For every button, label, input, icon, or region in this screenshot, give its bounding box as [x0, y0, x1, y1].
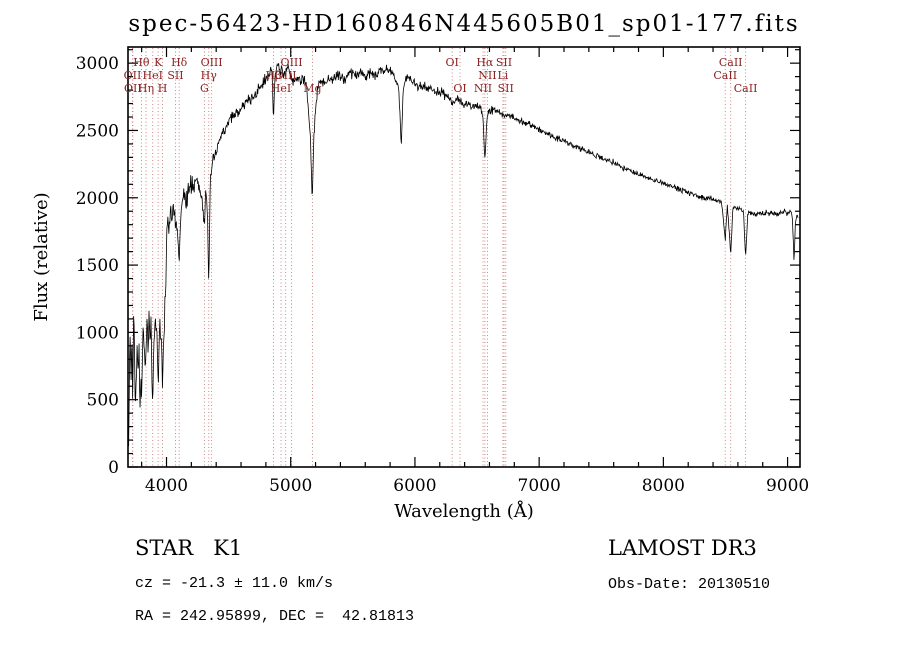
- marker-label-Li: Li: [497, 69, 508, 82]
- marker-label-NII: NII: [474, 82, 492, 95]
- marker-label-G: G: [200, 82, 209, 95]
- marker-label-Hδ: Hδ: [171, 56, 188, 69]
- marker-label-NII: NII: [478, 69, 496, 82]
- marker-label-OIII: OIII: [275, 69, 297, 82]
- marker-label-OIII: OIII: [201, 56, 223, 69]
- spectral-line-labels: OIIOIIHθHηHeIKHSIIHδGHγOIIIHβHeIOIIIOIII…: [124, 56, 758, 95]
- spectral-line-markers: [132, 48, 747, 466]
- marker-label-OI: OI: [453, 82, 466, 95]
- cz-value: cz = -21.3 ± 11.0 km/s: [135, 575, 334, 592]
- y-axis-label: Flux (relative): [31, 192, 52, 321]
- plot-title: spec-56423-HD160846N445605B01_sp01-177.f…: [128, 11, 799, 37]
- marker-label-OIII: OIII: [281, 56, 303, 69]
- spectrum-trace: [128, 62, 799, 447]
- marker-label-HeI: HeI: [271, 82, 291, 95]
- marker-label-H: H: [158, 82, 168, 95]
- x-tick-label: 9000: [766, 476, 809, 496]
- marker-label-SII: SII: [167, 69, 183, 82]
- y-tick-label: 500: [87, 391, 119, 411]
- axis-tick-labels: 4000 5000 6000 7000 8000 9000 0 500 1000 1500 2000…: [76, 54, 809, 496]
- y-tick-label: 0: [108, 458, 119, 478]
- x-tick-label: 6000: [393, 476, 436, 496]
- marker-label-Hθ: Hθ: [133, 56, 150, 69]
- marker-label-SII: SII: [496, 56, 512, 69]
- spectrum-line: [128, 62, 799, 447]
- marker-label-HeI: HeI: [142, 69, 162, 82]
- x-tick-label: 5000: [269, 476, 312, 496]
- marker-label-Hα: Hα: [476, 56, 494, 69]
- y-tick-label: 1000: [76, 323, 119, 343]
- marker-label-Hη: Hη: [138, 82, 154, 95]
- y-tick-label: 2500: [76, 121, 119, 141]
- marker-label-CaII: CaII: [734, 82, 758, 95]
- axis-ticks: [128, 47, 800, 468]
- x-tick-label: 7000: [518, 476, 561, 496]
- ra-dec-value: RA = 242.95899, DEC = 42.81813: [135, 608, 415, 625]
- marker-label-CaII: CaII: [713, 69, 737, 82]
- marker-label-OI: OI: [446, 56, 459, 69]
- marker-label-OII: OII: [124, 69, 142, 82]
- y-tick-label: 3000: [76, 54, 119, 74]
- object-class-label: STAR K1: [135, 536, 243, 560]
- marker-label-Hβ: Hβ: [265, 69, 281, 82]
- plot-frame: [127, 46, 801, 468]
- spectrum-plot: spec-56423-HD160846N445605B01_sp01-177.f…: [31, 11, 809, 522]
- marker-label-Hγ: Hγ: [201, 69, 218, 82]
- y-tick-label: 1500: [76, 256, 119, 276]
- marker-label-CaII: CaII: [719, 56, 743, 69]
- marker-label-Mg: Mg: [303, 82, 321, 95]
- marker-label-OII: OII: [124, 82, 142, 95]
- marker-label-SII: SII: [498, 82, 514, 95]
- obs-date: Obs-Date: 20130510: [608, 576, 771, 593]
- x-tick-label: 4000: [145, 476, 188, 496]
- survey-label: LAMOST DR3: [608, 536, 757, 560]
- plot-border: [127, 46, 801, 468]
- x-axis-label: Wavelength (Å): [394, 500, 534, 522]
- y-tick-label: 2000: [76, 189, 119, 209]
- marker-label-K: K: [154, 56, 163, 69]
- x-tick-label: 8000: [642, 476, 685, 496]
